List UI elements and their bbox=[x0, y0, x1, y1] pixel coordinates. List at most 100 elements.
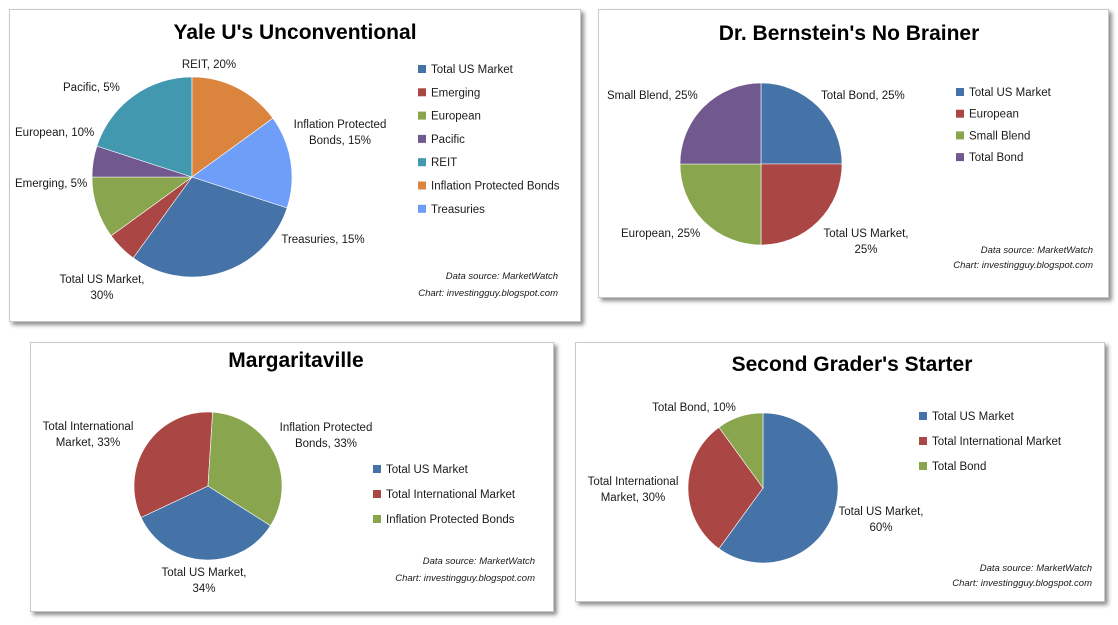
pie-slice-total-us-market bbox=[132, 176, 288, 278]
pie-slice-total-us-market bbox=[718, 412, 839, 564]
legend-label: Inflation Protected Bonds bbox=[386, 514, 515, 526]
legend-label: Total Bond bbox=[969, 152, 1023, 164]
slice-data-label: Total International Market, 33% bbox=[43, 421, 134, 449]
legend-swatch bbox=[919, 412, 927, 420]
legend-item-total-bond: Total Bond bbox=[919, 461, 986, 473]
chart-panel-margaritaville: Margaritaville Total US Market, 34% Total I… bbox=[30, 342, 554, 612]
legend-swatch bbox=[373, 490, 381, 498]
pie-slice-total-international-market bbox=[133, 411, 213, 518]
legend-item-total-international-market: Total International Market bbox=[373, 489, 516, 501]
pie-slice-total-bond bbox=[679, 82, 762, 165]
legend-label: Total US Market bbox=[932, 411, 1015, 423]
legend-label: Total International Market bbox=[932, 436, 1062, 448]
pie-slice-total-us-market bbox=[760, 82, 843, 165]
chart-panel-bernstein: Dr. Bernstein's No Brainer Total US Marke… bbox=[598, 9, 1109, 298]
legend-item-total-us-market: Total US Market bbox=[956, 87, 1052, 99]
legend-label: European bbox=[431, 111, 481, 123]
legend-swatch bbox=[418, 65, 426, 73]
chart-credit-note: Chart: investingguy.blogspot.com bbox=[952, 578, 1092, 589]
legend-label: Total US Market bbox=[969, 87, 1052, 99]
slice-data-label: Total Bond, 25% bbox=[821, 90, 905, 102]
legend-item-treasuries: Treasuries bbox=[418, 204, 485, 216]
legend-swatch bbox=[418, 111, 426, 120]
slice-data-label: Total US Market, 30% bbox=[60, 274, 145, 302]
slice-data-label: Pacific, 5% bbox=[63, 82, 120, 94]
pie-slice-inflation-protected-bonds bbox=[191, 76, 274, 178]
chart-credit-note: Chart: investingguy.blogspot.com bbox=[395, 573, 535, 584]
chart-title: Yale U's Unconventional bbox=[173, 21, 416, 44]
legend-label: Total US Market bbox=[431, 64, 514, 76]
slice-data-label: Treasuries, 15% bbox=[281, 234, 364, 246]
slice-data-label: Total US Market, 60% bbox=[839, 506, 924, 534]
pie-chart-svg: Yale U's Unconventional Total US Market, 3… bbox=[15, 21, 560, 302]
pie-slice-inflation-protected-bonds bbox=[207, 411, 283, 527]
legend-label: Treasuries bbox=[431, 204, 485, 216]
legend-label: Total US Market bbox=[386, 464, 469, 476]
legend-item-total-bond: Total Bond bbox=[956, 152, 1023, 164]
pie-slice-reit bbox=[96, 76, 193, 178]
legend-swatch bbox=[418, 134, 426, 143]
slice-data-label: Total US Market, 34% bbox=[162, 567, 247, 595]
legend-item-reit: REIT bbox=[418, 157, 457, 169]
chart-panel-yale: Yale U's Unconventional Total US Market, 3… bbox=[9, 9, 581, 322]
legend-label: European bbox=[969, 109, 1019, 121]
legend-swatch bbox=[418, 158, 426, 167]
pie-slice-small-blend bbox=[679, 163, 762, 246]
legend-swatch bbox=[956, 153, 964, 162]
slice-data-label: Total Bond, 10% bbox=[652, 402, 736, 414]
data-source-note: Data source: MarketWatch bbox=[980, 563, 1092, 574]
slice-data-label: Small Blend, 25% bbox=[607, 90, 698, 102]
legend-swatch bbox=[956, 109, 964, 118]
legend-swatch bbox=[373, 515, 381, 523]
pie-slice-european bbox=[760, 163, 843, 246]
data-source-note: Data source: MarketWatch bbox=[446, 271, 558, 282]
pie-slice-treasuries bbox=[191, 117, 293, 209]
chart-title: Margaritaville bbox=[228, 349, 363, 372]
legend-swatch bbox=[919, 462, 927, 470]
chart-credit-note: Chart: investingguy.blogspot.com bbox=[953, 260, 1093, 271]
data-source-note: Data source: MarketWatch bbox=[981, 245, 1093, 256]
legend-item-total-us-market: Total US Market bbox=[418, 64, 514, 76]
slice-data-label: Inflation Protected Bonds, 33% bbox=[280, 422, 373, 450]
legend-label: Total International Market bbox=[386, 489, 516, 501]
chart-panel-second-grader: Second Grader's Starter Total US Market, 6… bbox=[575, 342, 1105, 602]
legend-item-inflation-protected-bonds: Inflation Protected Bonds bbox=[418, 181, 560, 193]
legend-label: REIT bbox=[431, 157, 457, 169]
legend-item-european: European bbox=[418, 111, 481, 123]
pie-slice-total-international-market bbox=[687, 426, 764, 550]
data-source-note: Data source: MarketWatch bbox=[423, 556, 535, 567]
legend-swatch bbox=[373, 465, 381, 473]
legend-item-total-international-market: Total International Market bbox=[919, 436, 1062, 448]
legend-label: Small Blend bbox=[969, 130, 1030, 142]
legend-swatch bbox=[418, 88, 426, 97]
legend-item-pacific: Pacific bbox=[418, 134, 465, 146]
slice-data-label: European, 25% bbox=[621, 228, 700, 240]
legend-item-inflation-protected-bonds: Inflation Protected Bonds bbox=[373, 514, 515, 526]
legend-label: Emerging bbox=[431, 87, 480, 99]
legend-item-small-blend: Small Blend bbox=[956, 130, 1030, 142]
legend-swatch bbox=[956, 131, 964, 140]
pie-slice-total-us-market bbox=[140, 485, 271, 561]
chart-title: Dr. Bernstein's No Brainer bbox=[719, 22, 980, 45]
pie-chart-svg: Margaritaville Total US Market, 34% Total I… bbox=[43, 349, 535, 595]
legend-label: Pacific bbox=[431, 134, 465, 146]
slice-data-label: Emerging, 5% bbox=[15, 178, 87, 190]
legend-label: Total Bond bbox=[932, 461, 986, 473]
pie-chart-svg: Second Grader's Starter Total US Market, 6… bbox=[588, 353, 1092, 589]
slice-data-label: Total International Market, 30% bbox=[588, 476, 679, 504]
legend-item-emerging: Emerging bbox=[418, 87, 480, 99]
legend-item-total-us-market: Total US Market bbox=[919, 411, 1015, 423]
pie-chart-svg: Dr. Bernstein's No Brainer Total US Marke… bbox=[607, 22, 1093, 271]
legend-swatch bbox=[418, 204, 426, 213]
legend-label: Inflation Protected Bonds bbox=[431, 181, 560, 193]
pie-slice-total-bond bbox=[718, 412, 764, 489]
chart-title: Second Grader's Starter bbox=[732, 353, 973, 376]
legend-item-total-us-market: Total US Market bbox=[373, 464, 469, 476]
legend-swatch bbox=[956, 88, 964, 96]
chart-credit-note: Chart: investingguy.blogspot.com bbox=[418, 288, 558, 299]
slice-data-label: REIT, 20% bbox=[182, 59, 236, 71]
slice-data-label: Total US Market, 25% bbox=[824, 228, 909, 256]
legend-swatch bbox=[919, 437, 927, 445]
slice-data-label: Inflation Protected Bonds, 15% bbox=[294, 119, 387, 147]
slice-data-label: European, 10% bbox=[15, 127, 94, 139]
